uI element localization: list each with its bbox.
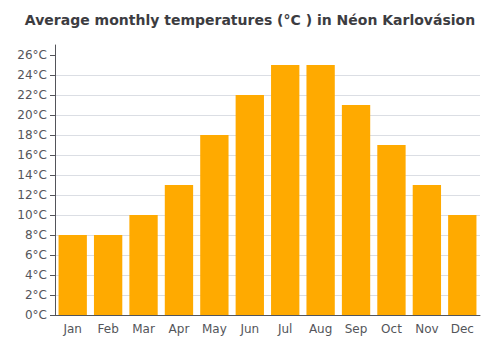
svg-text:18°C: 18°C [17,128,47,142]
svg-text:Aug: Aug [309,322,332,336]
svg-text:20°C: 20°C [17,108,47,122]
svg-text:Average monthly temperatures (: Average monthly temperatures (°C ) in Né… [25,12,475,28]
svg-text:0°C: 0°C [25,308,47,322]
svg-text:Jun: Jun [239,322,259,336]
svg-text:14°C: 14°C [17,168,47,182]
svg-text:Sep: Sep [345,322,368,336]
svg-text:May: May [202,322,227,336]
svg-text:2°C: 2°C [25,288,47,302]
svg-text:26°C: 26°C [17,48,47,62]
svg-text:Dec: Dec [451,322,474,336]
svg-text:10°C: 10°C [17,208,47,222]
svg-text:12°C: 12°C [17,188,47,202]
svg-text:Jul: Jul [277,322,292,336]
svg-text:Mar: Mar [132,322,155,336]
svg-text:Nov: Nov [415,322,438,336]
svg-text:6°C: 6°C [25,248,47,262]
svg-text:16°C: 16°C [17,148,47,162]
svg-text:Feb: Feb [98,322,119,336]
svg-text:24°C: 24°C [17,68,47,82]
svg-text:Jan: Jan [62,322,82,336]
svg-text:Apr: Apr [169,322,190,336]
svg-text:Oct: Oct [381,322,402,336]
svg-text:4°C: 4°C [25,268,47,282]
svg-text:8°C: 8°C [25,228,47,242]
svg-text:22°C: 22°C [17,88,47,102]
